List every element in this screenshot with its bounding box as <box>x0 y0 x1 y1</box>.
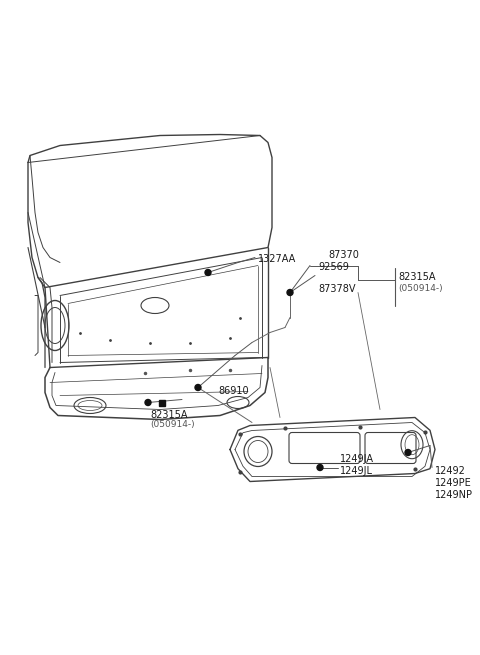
Text: 12492: 12492 <box>435 466 466 476</box>
Text: 86910: 86910 <box>218 386 249 396</box>
Circle shape <box>317 464 323 470</box>
Text: 82315A: 82315A <box>150 409 188 419</box>
Text: 82315A: 82315A <box>398 272 435 282</box>
Text: 1249JL: 1249JL <box>340 466 373 476</box>
Text: 87370: 87370 <box>328 250 359 261</box>
Circle shape <box>145 400 151 405</box>
Circle shape <box>287 290 293 295</box>
Text: (050914-): (050914-) <box>150 419 194 428</box>
Text: 92569: 92569 <box>318 261 349 272</box>
Circle shape <box>205 269 211 276</box>
Circle shape <box>195 384 201 390</box>
Text: 1327AA: 1327AA <box>258 255 296 265</box>
Text: 1249NP: 1249NP <box>435 489 473 500</box>
Text: (050914-): (050914-) <box>398 284 443 293</box>
Circle shape <box>405 449 411 455</box>
Text: 1249JA: 1249JA <box>340 453 374 464</box>
Text: 1249PE: 1249PE <box>435 477 472 487</box>
Text: 87378V: 87378V <box>318 284 356 293</box>
